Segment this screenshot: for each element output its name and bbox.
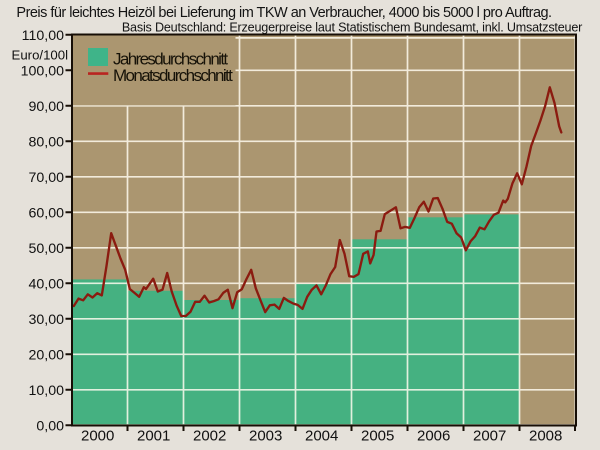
svg-text:2008: 2008 bbox=[529, 428, 562, 445]
svg-text:0,00: 0,00 bbox=[36, 418, 64, 434]
svg-text:100,00: 100,00 bbox=[21, 63, 65, 79]
svg-text:2005: 2005 bbox=[361, 428, 394, 445]
svg-text:40,00: 40,00 bbox=[28, 276, 64, 292]
svg-text:Monatsdurchschnitt: Monatsdurchschnitt bbox=[113, 66, 233, 85]
svg-text:90,00: 90,00 bbox=[28, 99, 64, 115]
svg-text:2001: 2001 bbox=[137, 428, 170, 445]
svg-text:2000: 2000 bbox=[81, 428, 114, 445]
svg-text:70,00: 70,00 bbox=[28, 170, 64, 186]
svg-text:110,00: 110,00 bbox=[22, 28, 64, 44]
svg-text:80,00: 80,00 bbox=[28, 134, 64, 150]
svg-text:Basis Deutschland: Erzeugerpre: Basis Deutschland: Erzeugerpreise laut S… bbox=[122, 21, 582, 35]
svg-text:10,00: 10,00 bbox=[28, 383, 64, 399]
svg-text:2007: 2007 bbox=[473, 428, 506, 445]
svg-text:60,00: 60,00 bbox=[28, 205, 64, 221]
svg-text:2002: 2002 bbox=[193, 428, 226, 445]
svg-text:2003: 2003 bbox=[249, 428, 282, 445]
svg-text:Euro/100l: Euro/100l bbox=[12, 48, 69, 63]
svg-text:Jahresdurchschnitt: Jahresdurchschnitt bbox=[113, 49, 228, 68]
svg-text:30,00: 30,00 bbox=[28, 312, 64, 328]
svg-text:20,00: 20,00 bbox=[28, 347, 64, 363]
svg-text:2004: 2004 bbox=[305, 428, 338, 445]
svg-text:50,00: 50,00 bbox=[28, 241, 64, 257]
svg-text:2006: 2006 bbox=[417, 428, 450, 445]
svg-text:Preis für leichtes Heizöl bei: Preis für leichtes Heizöl bei Lieferung … bbox=[16, 5, 551, 21]
